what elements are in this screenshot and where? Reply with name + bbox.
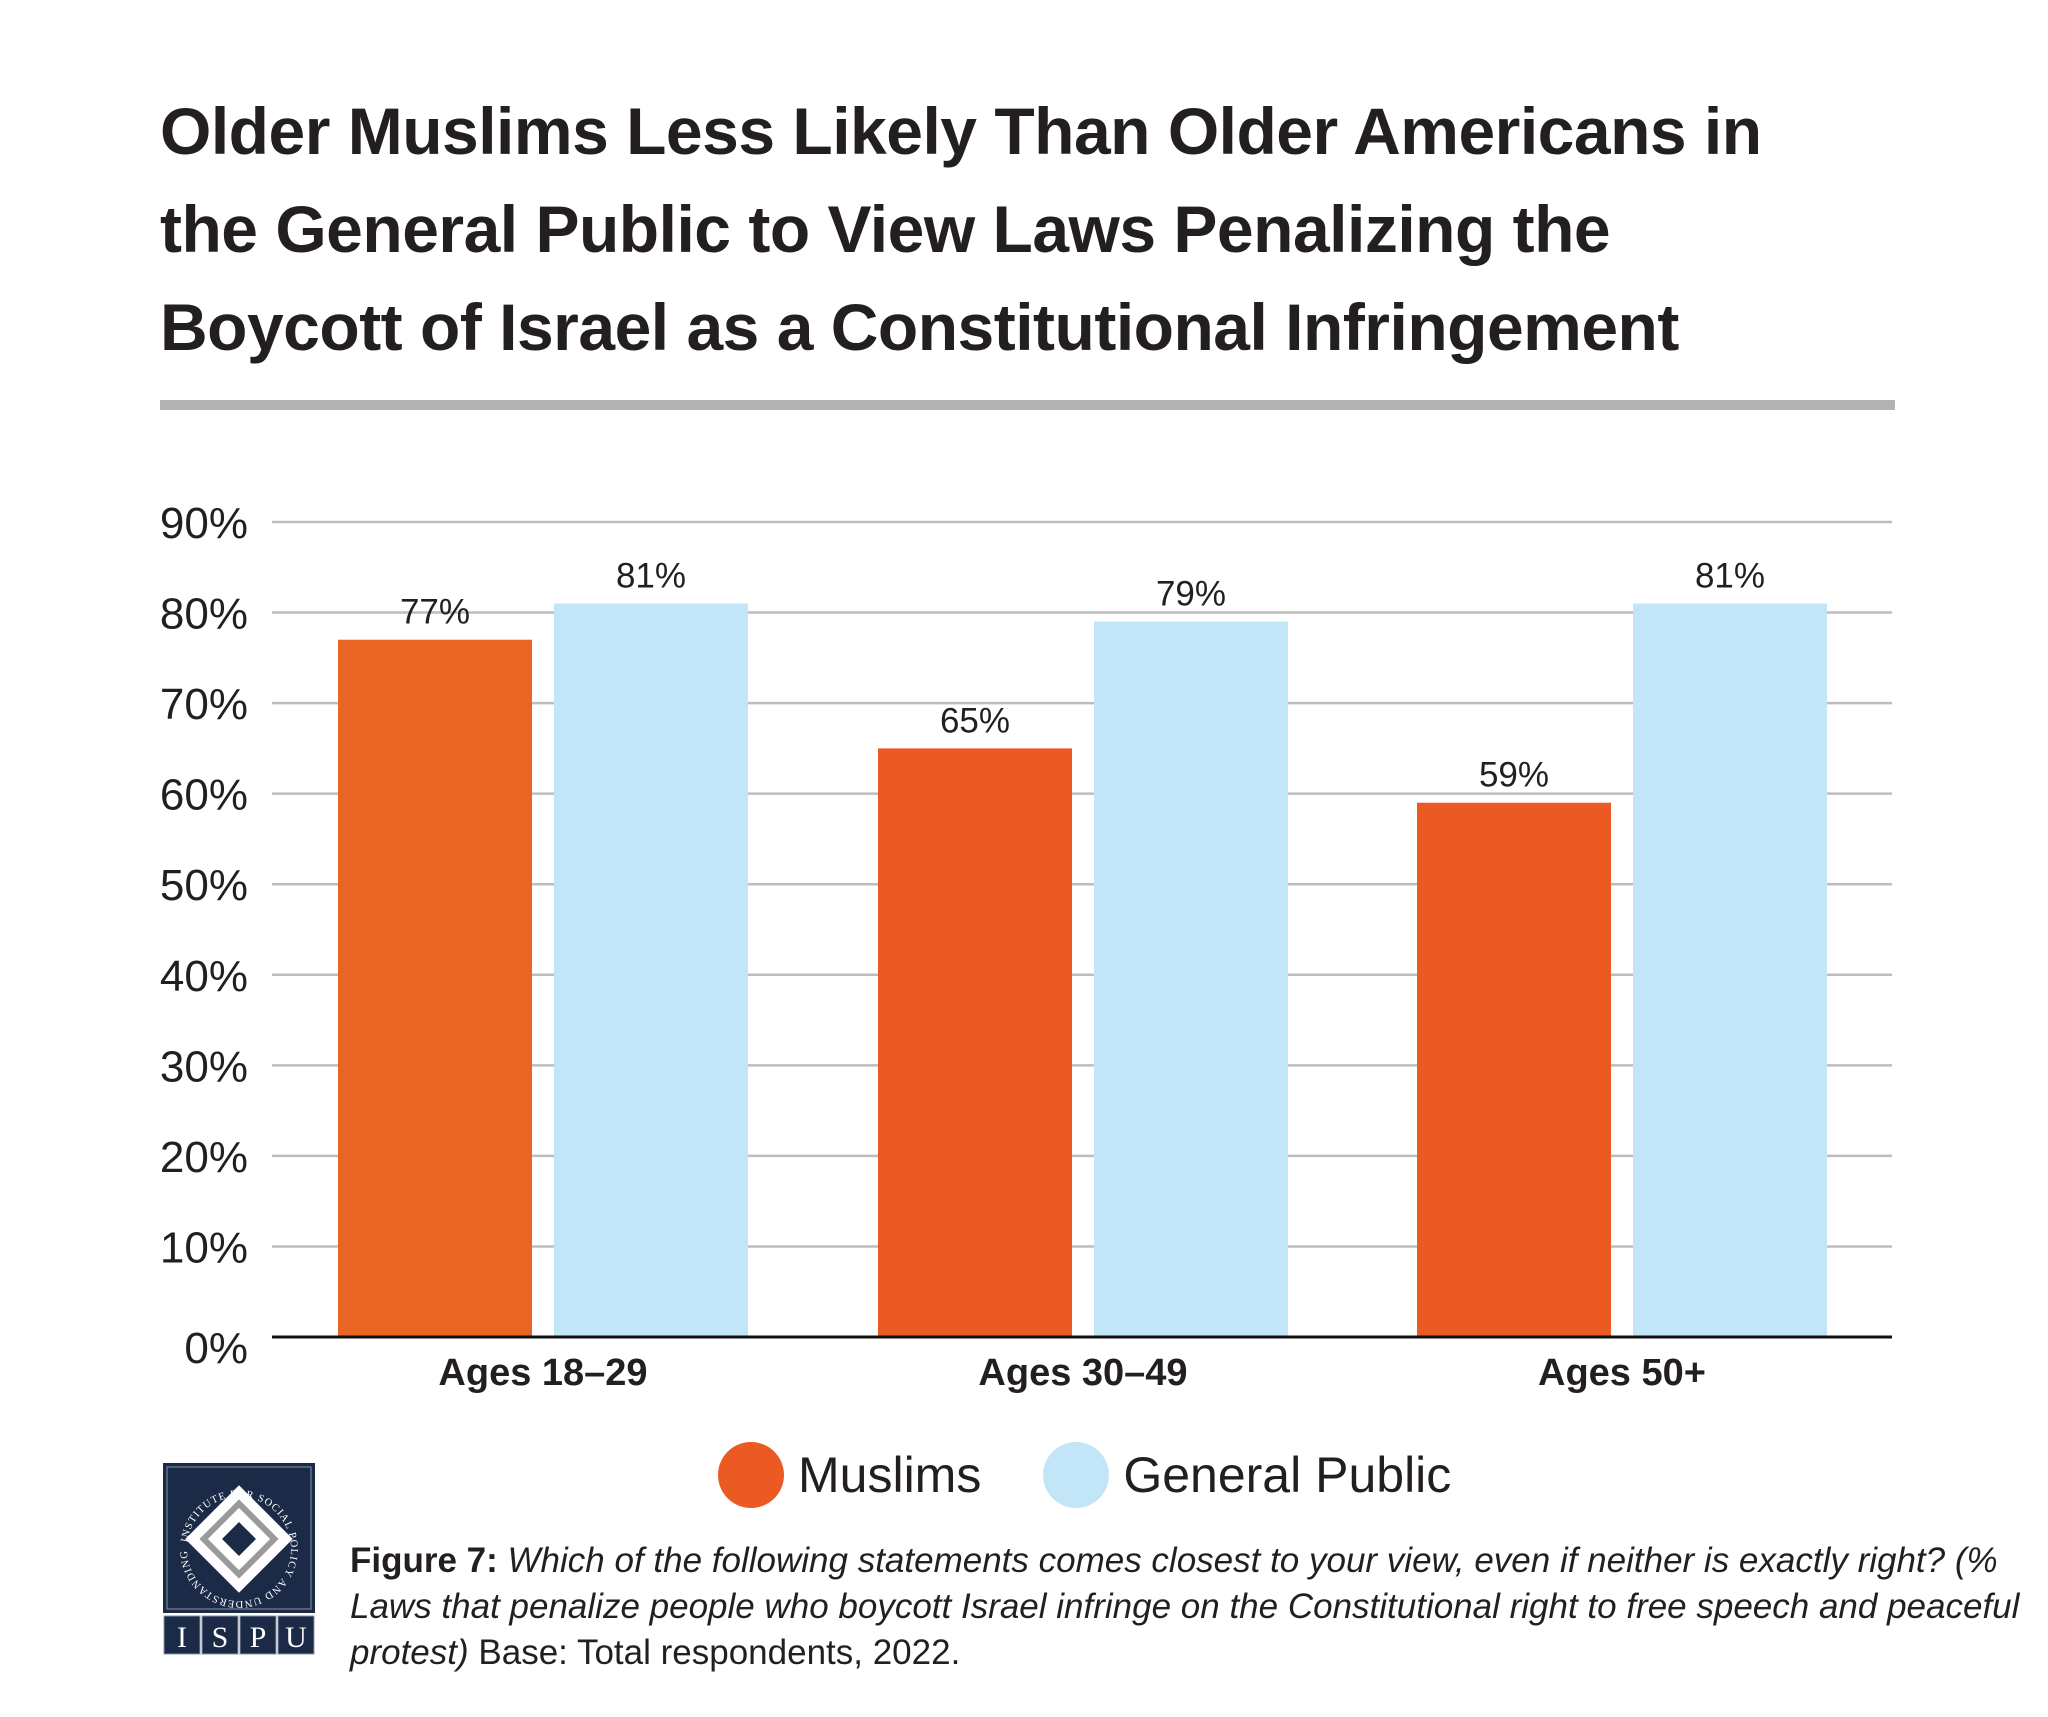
bar-muslims — [1417, 802, 1611, 1337]
y-tick-label: 10% — [160, 1223, 248, 1272]
y-axis-ticks: 0% 10% 20% 30% 40% 50% 60% 70% 80% 90% — [160, 499, 248, 1373]
bars — [338, 603, 1827, 1337]
figure-caption: Figure 7: Which of the following stateme… — [350, 1538, 2030, 1676]
legend-item-general-public: General Public — [1043, 1442, 1451, 1508]
y-tick-label: 70% — [160, 680, 248, 729]
data-labels: 77% 81% 65% 79% 59% 81% — [400, 557, 1765, 795]
chart-title: Older Muslims Less Likely Than Older Ame… — [160, 82, 1940, 376]
legend-item-muslims: Muslims — [718, 1442, 981, 1508]
logo-letter-box — [277, 1615, 315, 1655]
ispu-logo: INSTITUTE FOR SOCIAL POLICY AND UNDERSTA… — [163, 1463, 315, 1655]
bar-muslims — [878, 748, 1072, 1337]
logo-letter: S — [212, 1621, 229, 1654]
title-line: Older Muslims Less Likely Than Older Ame… — [160, 94, 1762, 168]
y-tick-label: 30% — [160, 1042, 248, 1091]
logo-letter-box — [201, 1615, 239, 1655]
logo-letter: P — [250, 1621, 267, 1654]
title-line: Boycott of Israel as a Constitutional In… — [160, 290, 1679, 364]
x-tick-label: Ages 30–49 — [978, 1352, 1187, 1394]
title-divider — [160, 400, 1895, 410]
legend-swatch-general-public — [1043, 1442, 1110, 1508]
legend-swatch-muslims — [718, 1442, 784, 1508]
y-tick-label: 20% — [160, 1133, 248, 1182]
y-tick-label: 90% — [160, 499, 248, 548]
x-tick-label: Ages 18–29 — [438, 1352, 647, 1394]
x-tick-label: Ages 50+ — [1538, 1352, 1706, 1394]
y-tick-label: 50% — [160, 861, 248, 910]
legend-label: General Public — [1123, 1447, 1452, 1503]
survey-question: Which of the following statements comes … — [350, 1541, 2020, 1672]
y-tick-label: 80% — [160, 590, 248, 639]
title-line: the General Public to View Laws Penalizi… — [160, 192, 1611, 266]
data-label: 81% — [1695, 557, 1765, 596]
bar-chart: 0%10%20%30%40%50%60%70%80%90% 77%81%65%7… — [160, 499, 1892, 1394]
legend-label: Muslims — [798, 1447, 982, 1503]
data-label: 65% — [940, 701, 1010, 740]
x-axis-ticks: Ages 18–29 Ages 30–49 Ages 50+ — [438, 1352, 1706, 1394]
bar-general-public — [1633, 603, 1827, 1337]
figure-label: Figure 7: — [350, 1541, 498, 1580]
logo-letter: U — [285, 1621, 307, 1654]
y-tick-label: 60% — [160, 771, 248, 820]
bar-general-public — [1094, 621, 1288, 1337]
y-tick-label: 0% — [184, 1324, 248, 1373]
bar-muslims — [338, 639, 532, 1337]
gridlines — [272, 520, 1892, 1248]
data-label: 81% — [616, 557, 686, 596]
bar-general-public — [554, 603, 748, 1337]
legend: Muslims General Public — [718, 1440, 1513, 1510]
y-tick-label: 40% — [160, 952, 248, 1001]
data-label: 77% — [400, 593, 470, 632]
logo-border — [166, 1466, 312, 1610]
survey-base: Base: Total respondents, 2022. — [468, 1633, 961, 1672]
logo-letter-box — [239, 1615, 277, 1655]
logo-letter-box — [163, 1615, 201, 1655]
data-label: 59% — [1479, 756, 1549, 795]
data-label: 79% — [1156, 575, 1226, 614]
logo-letter: I — [177, 1621, 187, 1654]
